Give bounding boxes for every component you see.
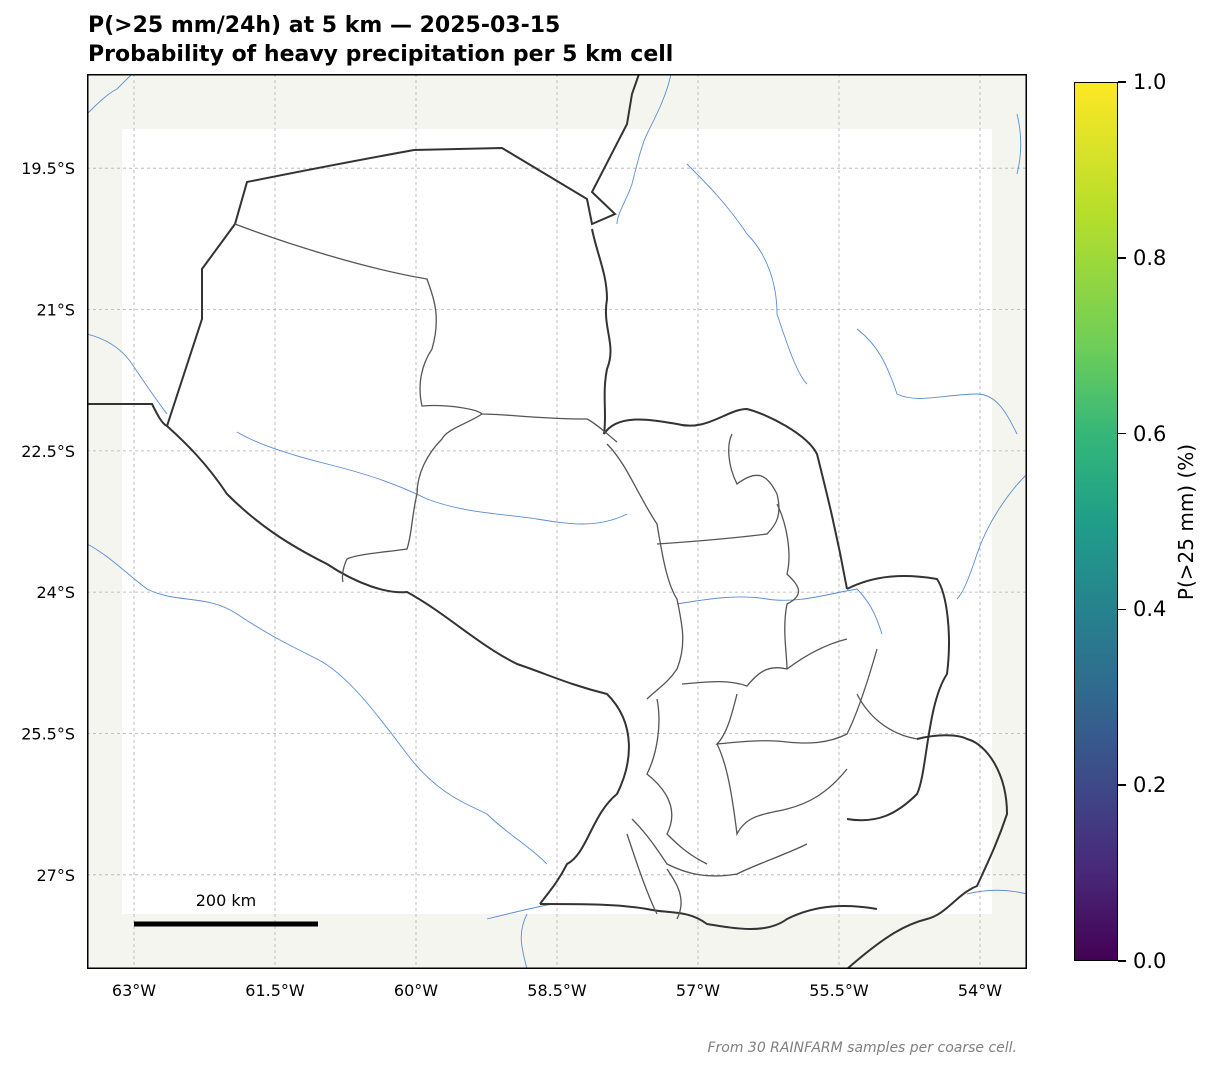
map-subtitle: Probability of heavy precipitation per 5… [88, 42, 674, 67]
dept-border-11 [631, 818, 808, 877]
lon-labels: 63°W 61.5°W 60°W 58.5°W 57°W 55.5°W 54°W [112, 981, 1002, 1000]
lat-tick-label: 22.5°S [21, 442, 75, 461]
national-borders [87, 74, 1009, 969]
border-brazil-east [846, 575, 950, 822]
river-pilcomayo-upper [87, 333, 168, 415]
river-east-2 [856, 328, 1018, 435]
colorbar-tick-label: 1.0 [1133, 70, 1167, 94]
colorbar-tick-label: 0.2 [1133, 773, 1167, 798]
colorbar-tick-mark [1118, 432, 1126, 435]
river-parana-sw [486, 903, 553, 920]
colorbar-tick-mark [1118, 257, 1126, 259]
dept-border-5 [681, 638, 848, 687]
lat-labels: 19.5°S 21°S 22.5°S 24°S 25.5°S 27°S [21, 159, 75, 885]
dept-border-12 [626, 833, 682, 920]
lon-tick-label: 55.5°W [809, 981, 869, 1000]
border-south-parana [539, 903, 878, 930]
colorbar-tick-mark [1118, 960, 1126, 962]
river-aquidaban [676, 588, 883, 635]
border-bolivia-paraguay [87, 74, 640, 428]
river-pilcomayo [236, 431, 628, 525]
river-east-1 [686, 163, 808, 385]
dept-border-7 [715, 648, 878, 745]
lat-tick-label: 25.5°S [21, 724, 75, 743]
colorbar-tick-label: 0.0 [1133, 949, 1167, 973]
colorbar-tick-label: 0.6 [1133, 421, 1167, 446]
colorbar-tick-mark [1118, 81, 1126, 83]
lat-tick-label: 21°S [36, 301, 75, 320]
rivers [87, 74, 1027, 969]
map-border [87, 74, 1027, 969]
department-borders [234, 223, 918, 920]
colorbar-tick-mark [1118, 608, 1126, 611]
lon-tick-label: 58.5°W [527, 981, 587, 1000]
colorbar-tick-label: 0.4 [1133, 597, 1167, 622]
dept-border-2 [341, 413, 483, 583]
lon-tick-label: 61.5°W [245, 981, 305, 1000]
river-nw [87, 74, 133, 115]
map-title: P(>25 mm/24h) at 5 km — 2025-03-15 [88, 13, 561, 38]
map-plot: 200 km [87, 74, 1027, 969]
border-paraguay-river [591, 228, 848, 590]
dept-border-10 [856, 693, 918, 740]
dept-border-4 [656, 433, 780, 545]
border-argentina-chaco [166, 425, 630, 905]
river-parana-east [956, 473, 1027, 600]
lon-tick-label: 57°W [676, 981, 720, 1000]
colorbar-title: P(>25 mm) (%) [1174, 443, 1198, 601]
gridlines [87, 74, 1027, 969]
scale-bar: 200 km [134, 891, 318, 927]
river-se-uruguay [966, 889, 1027, 895]
lat-tick-label: 27°S [36, 866, 75, 885]
dept-border-6 [776, 503, 800, 670]
river-south [520, 913, 528, 969]
lat-tick-label: 24°S [36, 583, 75, 602]
dept-border-3 [606, 443, 684, 700]
colorbar-tick-mark [1118, 784, 1126, 786]
border-misiones [846, 734, 1009, 969]
dept-border-1 [234, 223, 618, 443]
river-bermejo [87, 543, 548, 865]
lat-tick-label: 19.5°S [21, 159, 75, 178]
river-paraguay-north [616, 74, 672, 225]
scale-bar-label: 200 km [196, 891, 256, 910]
lon-tick-label: 54°W [958, 981, 1002, 1000]
dept-border-8 [646, 698, 708, 865]
lon-tick-label: 63°W [112, 981, 156, 1000]
footnote: From 30 RAINFARM samples per coarse cell… [707, 1040, 1017, 1056]
dept-border-9 [716, 743, 848, 837]
colorbar-tick-label: 0.8 [1133, 245, 1167, 270]
river-ne [1016, 113, 1022, 175]
colorbar [1074, 82, 1118, 961]
lon-tick-label: 60°W [394, 981, 438, 1000]
